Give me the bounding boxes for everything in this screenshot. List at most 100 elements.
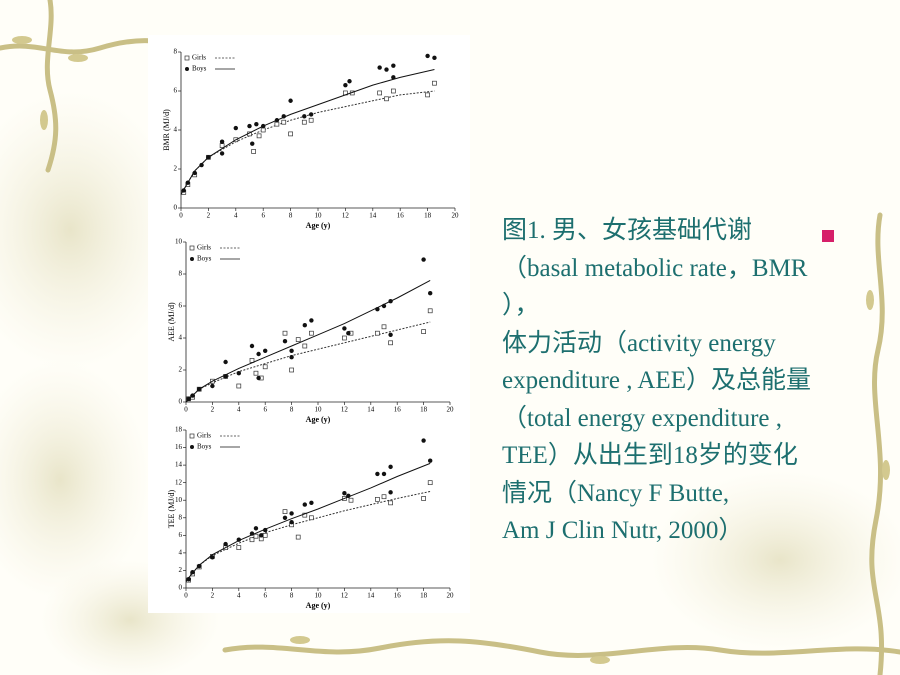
y-tick-label: 8: [179, 513, 183, 521]
data-point: [381, 471, 387, 477]
data-point: [377, 90, 382, 96]
data-point: [249, 537, 255, 543]
y-tick-label: 0: [174, 204, 178, 212]
data-point: [375, 496, 380, 502]
data-point: [219, 143, 225, 148]
x-axis-label: Age (y): [306, 221, 331, 230]
legend-label: Girls: [197, 244, 211, 252]
x-tick-label: 6: [263, 592, 267, 600]
y-tick-label: 10: [175, 496, 183, 504]
data-point: [263, 527, 268, 533]
x-tick-label: 16: [394, 406, 402, 414]
data-point: [381, 303, 387, 309]
data-point: [236, 371, 241, 376]
x-tick-label: 6: [263, 406, 267, 414]
y-tick-label: 0: [179, 398, 183, 406]
y-axis-label: AEE (MJ/d): [167, 302, 176, 342]
legend-marker: [190, 257, 194, 261]
y-tick-label: 4: [179, 334, 183, 342]
data-point: [263, 348, 268, 353]
x-tick-label: 18: [420, 592, 428, 600]
data-point: [342, 335, 347, 341]
data-point: [223, 359, 228, 365]
data-point: [388, 332, 393, 337]
x-tick-label: 0: [184, 592, 188, 600]
y-tick-label: 12: [175, 478, 183, 486]
legend-marker: [189, 433, 195, 439]
data-point: [181, 188, 186, 193]
data-point: [253, 533, 259, 539]
fit-line: [185, 462, 431, 582]
data-point: [381, 324, 387, 330]
y-tick-label: 2: [174, 165, 178, 173]
data-point: [302, 114, 307, 119]
data-point: [197, 387, 202, 392]
data-point: [421, 496, 426, 501]
fit-line: [185, 490, 431, 582]
y-tick-label: 16: [175, 443, 183, 451]
legend-marker: [185, 67, 189, 71]
x-tick-label: 8: [290, 592, 294, 600]
data-point: [249, 343, 255, 349]
data-point: [247, 123, 252, 129]
x-axis-label: Age (y): [306, 601, 331, 610]
data-point: [308, 112, 314, 117]
fit-line: [180, 90, 435, 195]
data-point: [348, 497, 354, 503]
data-point: [256, 351, 261, 357]
data-point: [253, 526, 259, 531]
y-tick-label: 4: [174, 126, 178, 134]
data-point: [388, 464, 393, 470]
x-tick-label: 20: [447, 592, 455, 600]
data-point: [346, 493, 351, 499]
data-point: [253, 370, 259, 376]
data-point: [384, 67, 389, 72]
data-point: [302, 343, 308, 349]
x-axis-label: Age (y): [306, 415, 331, 424]
y-tick-label: 0: [179, 584, 183, 592]
x-tick-label: 18: [424, 212, 432, 220]
data-point: [427, 308, 433, 314]
x-tick-label: 2: [211, 406, 215, 414]
x-tick-label: 10: [315, 406, 323, 414]
y-tick-label: 2: [179, 366, 183, 374]
data-point: [391, 63, 396, 68]
legend-marker: [189, 245, 195, 251]
x-tick-label: 6: [261, 212, 265, 220]
data-point: [236, 383, 242, 389]
data-point: [223, 541, 228, 547]
data-point: [425, 53, 430, 59]
data-point: [288, 98, 293, 103]
data-point: [289, 355, 294, 360]
data-point: [236, 537, 241, 542]
data-point: [432, 55, 437, 61]
data-point: [233, 125, 238, 131]
data-point: [377, 65, 382, 70]
x-tick-label: 20: [447, 406, 455, 414]
legend-label: Boys: [197, 255, 212, 263]
data-point: [254, 121, 259, 127]
data-point: [281, 119, 287, 125]
data-point: [186, 396, 191, 401]
legend-label: Girls: [197, 432, 211, 440]
data-point: [432, 80, 437, 86]
data-point: [274, 118, 280, 123]
data-point: [302, 502, 307, 507]
x-tick-label: 8: [289, 212, 293, 220]
data-point: [219, 139, 225, 144]
data-point: [259, 533, 264, 538]
legend-marker: [184, 55, 190, 61]
data-point: [250, 141, 255, 146]
data-point: [236, 545, 242, 550]
data-point: [289, 348, 294, 353]
x-tick-label: 16: [397, 212, 405, 220]
data-point: [249, 531, 255, 536]
x-tick-label: 12: [342, 212, 350, 220]
data-point: [282, 515, 288, 520]
data-point: [375, 307, 380, 312]
x-tick-label: 18: [420, 406, 428, 414]
data-point: [223, 374, 228, 379]
data-point: [282, 509, 288, 514]
